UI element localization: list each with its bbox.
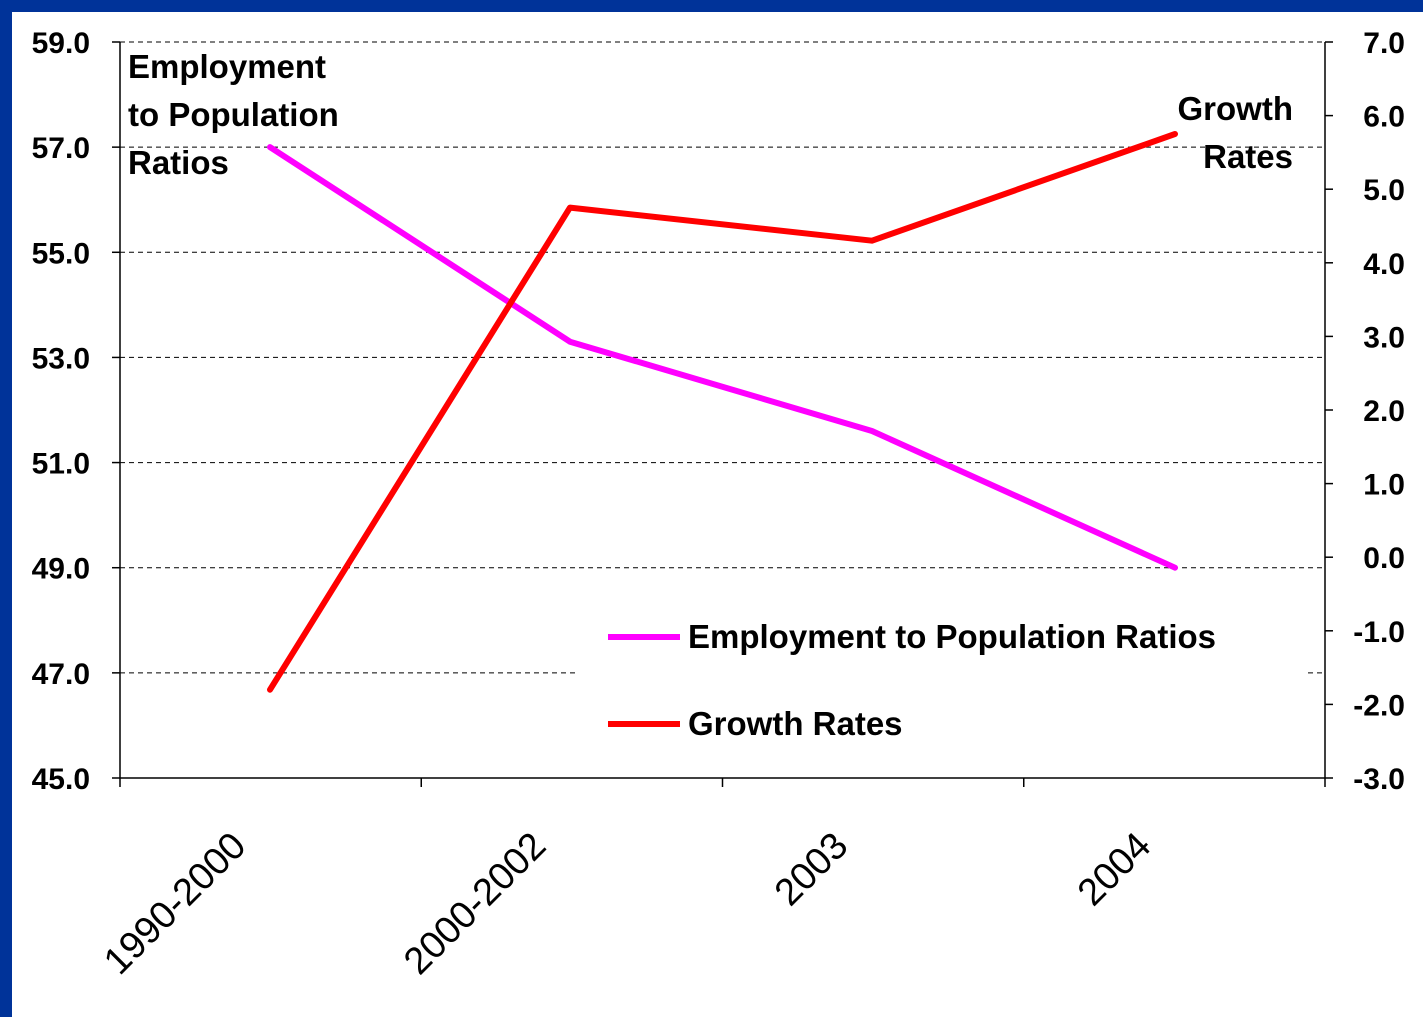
left-axis-tick-labels: 45.0 47.0 49.0 51.0 53.0 55.0 57.0 59.0: [32, 27, 90, 796]
left-axis-tick-label: 51.0: [32, 448, 90, 481]
right-axis-tick-label: -2.0: [1353, 689, 1405, 722]
left-axis-tick-label: 57.0: [32, 132, 90, 165]
left-axis-tick-label: 53.0: [32, 342, 90, 375]
x-axis-tick-label: 2000-2002: [396, 825, 554, 983]
right-axis-tick-labels: -3.0 -2.0 -1.0 0.0 1.0 2.0 3.0 4.0 5.0 6.0 7.0: [1353, 27, 1405, 796]
right-axis-tick-label: 5.0: [1363, 174, 1405, 207]
left-axis-title-line: Employment: [128, 48, 326, 85]
right-axis-tick-label: 3.0: [1363, 321, 1405, 354]
right-axis-tick-label: -1.0: [1353, 616, 1405, 649]
right-axis-tick-label: 7.0: [1363, 27, 1405, 60]
right-axis-tick-label: 2.0: [1363, 395, 1405, 428]
left-axis-title: Employment to Population Ratios: [128, 48, 339, 181]
left-axis-tick-label: 45.0: [32, 763, 90, 796]
left-axis-title-line: to Population: [128, 96, 339, 133]
right-axis-tick-label: -3.0: [1353, 763, 1405, 796]
right-axis-tick-label: 1.0: [1363, 469, 1405, 502]
right-axis-title-line: Rates: [1203, 138, 1293, 175]
series-lines: [267, 131, 1178, 693]
legend: Employment to Population Ratios Growth Ra…: [576, 595, 1308, 765]
x-axis-tick-label: 1990-2000: [96, 825, 254, 983]
axes: [112, 41, 1333, 787]
x-axis-tick-label: 2003: [767, 825, 856, 914]
right-axis-title: Growth Rates: [1178, 90, 1293, 175]
right-axis-title-line: Growth: [1178, 90, 1293, 127]
left-axis-tick-label: 47.0: [32, 658, 90, 691]
left-axis-tick-label: 49.0: [32, 553, 90, 586]
frame-left-bar: [0, 0, 12, 1017]
gridlines: [120, 41, 1325, 674]
x-axis-tick-labels: 1990-2000 2000-2002 2003 2004: [96, 825, 1159, 983]
right-axis-tick-label: 0.0: [1363, 542, 1405, 575]
right-axis-tick-label: 6.0: [1363, 101, 1405, 134]
right-axis-tick-label: 4.0: [1363, 248, 1405, 281]
series-line: [267, 131, 1178, 693]
legend-background: [576, 595, 1308, 765]
left-axis-tick-label: 55.0: [32, 237, 90, 270]
left-axis-title-line: Ratios: [128, 144, 229, 181]
left-axis-tick-label: 59.0: [32, 27, 90, 60]
x-axis-tick-label: 2004: [1070, 825, 1159, 914]
legend-label: Employment to Population Ratios: [688, 618, 1216, 655]
series-line: [267, 144, 1178, 571]
frame-top-bar: [0, 0, 1423, 12]
legend-label: Growth Rates: [688, 705, 903, 742]
